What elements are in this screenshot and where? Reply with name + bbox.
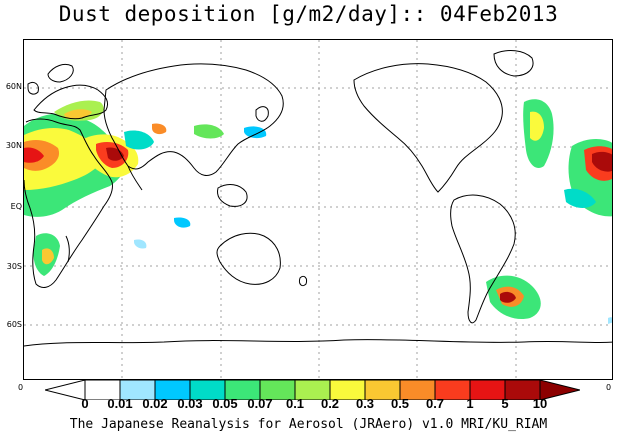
colorbar-tick-label: 0.01 xyxy=(107,396,133,411)
map-gridlines xyxy=(24,40,612,379)
colorbar-tick-label: 0.02 xyxy=(142,396,168,411)
dust-area-south-atlantic xyxy=(608,317,612,324)
dust-area-patagonia xyxy=(500,291,516,303)
latitude-label-eq: EQ xyxy=(10,202,22,211)
colorbar-arrow-high xyxy=(539,380,580,400)
colorbar-cells xyxy=(45,380,580,400)
dust-area-north-atlantic xyxy=(530,111,544,141)
map-corner-value-right: 0 xyxy=(606,383,612,392)
coastline-british-isles xyxy=(27,81,39,95)
coastline-asia xyxy=(103,63,284,176)
coastline-australia xyxy=(216,232,281,285)
coastline-maritime-asia xyxy=(217,184,248,207)
coastline-japan xyxy=(255,106,269,122)
colorbar-arrow-low xyxy=(45,380,86,400)
dust-area-central-asia xyxy=(152,123,167,135)
footer-credit: The Japanese Reanalysis for Aerosol (JRA… xyxy=(69,417,548,432)
dust-area-atlantic-outflow xyxy=(564,188,596,208)
dust-area-indian-ocean xyxy=(174,217,191,228)
dust-deposition-field xyxy=(24,99,612,324)
coastline-greenland xyxy=(493,50,534,77)
latitude-label-60n: 60N xyxy=(5,82,22,91)
colorbar-tick-label: 0.7 xyxy=(425,396,445,411)
dust-area-north-africa xyxy=(24,147,44,163)
colorbar-tick-label: 5 xyxy=(501,396,509,411)
colorbar-tick-label: 0.3 xyxy=(355,396,375,411)
colorbar-tick-label: 0.07 xyxy=(247,396,273,411)
latitude-label-30n: 30N xyxy=(5,141,22,150)
coastline-scandinavia xyxy=(47,63,74,83)
latitude-label-60s: 60S xyxy=(6,320,22,329)
coastline-africa xyxy=(24,118,113,288)
coastline-madagascar xyxy=(65,235,70,263)
dust-area-southern-africa xyxy=(42,248,54,265)
world-map-canvas xyxy=(24,40,612,379)
dust-area-east-asia xyxy=(194,124,224,139)
colorbar-tick-label: 0.5 xyxy=(390,396,410,411)
coastline-new-zealand xyxy=(299,275,307,287)
colorbar xyxy=(45,380,580,400)
dust-area-central-asia xyxy=(124,130,154,150)
coastlines xyxy=(24,50,612,347)
colorbar-tick-label: 0.03 xyxy=(177,396,203,411)
dust-area-indian-ocean xyxy=(134,239,147,249)
coastline-antarctica xyxy=(24,339,612,347)
colorbar-tick-label: 10 xyxy=(532,396,548,411)
colorbar-cell xyxy=(469,380,506,400)
dust-area-atlantic-outflow xyxy=(592,151,612,172)
world-map xyxy=(23,39,613,380)
coastline-india xyxy=(127,165,143,191)
map-corner-value-left: 0 xyxy=(18,383,24,392)
coastline-europe xyxy=(33,84,109,120)
latitude-label-30s: 30S xyxy=(6,262,22,271)
page-title: Dust deposition [g/m2/day]:: 04Feb2013 xyxy=(58,2,559,26)
dust-area-east-asia xyxy=(244,126,267,139)
colorbar-tick-label: 0 xyxy=(81,396,89,411)
coastline-south-america xyxy=(450,194,516,324)
colorbar-tick-label: 1 xyxy=(466,396,474,411)
coastline-north-america xyxy=(353,63,503,193)
colorbar-tick-label: 0.2 xyxy=(320,396,340,411)
colorbar-tick-label: 0.05 xyxy=(212,396,238,411)
colorbar-tick-label: 0.1 xyxy=(285,396,305,411)
